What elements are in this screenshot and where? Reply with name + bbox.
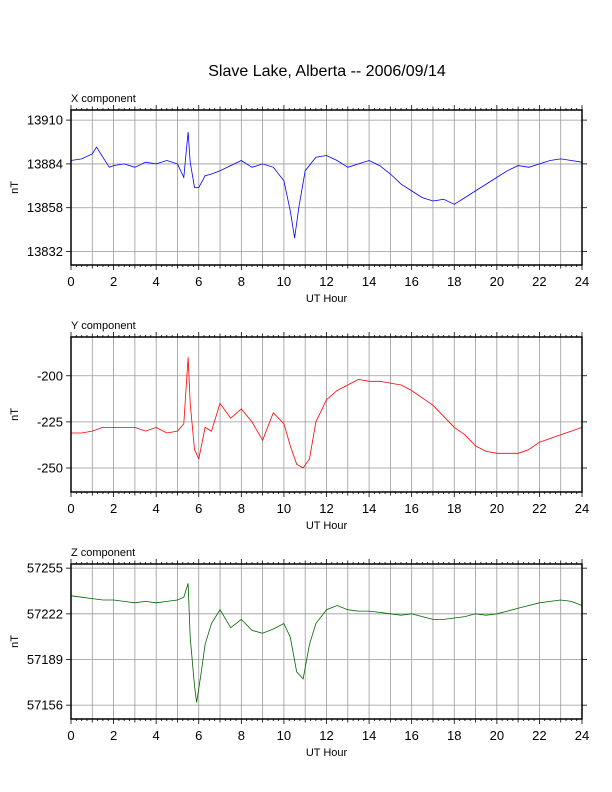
x-tick-label: 10: [277, 501, 291, 516]
y-tick-label: 57255: [27, 561, 63, 576]
x-tick-label: 18: [447, 274, 461, 289]
x-tick-label: 0: [67, 728, 74, 743]
x-tick-label: 16: [404, 274, 418, 289]
x-tick-label: 12: [319, 501, 333, 516]
data-series-line: [71, 357, 583, 469]
y-axis-label: nT: [9, 181, 21, 194]
y-tick-label: 57156: [27, 698, 63, 713]
x-tick-label: 10: [277, 728, 291, 743]
figure-title: Slave Lake, Alberta -- 2006/09/14: [208, 63, 446, 80]
x-tick-label: 14: [362, 501, 376, 516]
x-tick-label: 14: [362, 274, 376, 289]
x-tick-label: 8: [238, 501, 245, 516]
x-tick-label: 2: [110, 274, 117, 289]
x-tick-label: 18: [447, 728, 461, 743]
x-tick-label: 2: [110, 728, 117, 743]
x-axis-label: UT Hour: [306, 747, 348, 759]
x-tick-label: 8: [238, 728, 245, 743]
x-tick-label: 24: [575, 501, 589, 516]
x-tick-label: 22: [532, 501, 546, 516]
x-tick-label: 2: [110, 501, 117, 516]
x-tick-label: 14: [362, 728, 376, 743]
data-series-line: [70, 583, 583, 703]
y-tick-label: 13884: [27, 156, 63, 171]
x-axis-label: UT Hour: [306, 293, 348, 305]
x-tick-label: 0: [67, 501, 74, 516]
x-tick-label: 8: [238, 274, 245, 289]
x-tick-label: 20: [490, 274, 504, 289]
y-tick-label: 57189: [27, 652, 63, 667]
x-tick-label: 20: [490, 728, 504, 743]
x-tick-label: 4: [153, 274, 160, 289]
x-tick-label: 12: [319, 728, 333, 743]
panel-title: X component: [71, 93, 136, 105]
x-tick-label: 4: [153, 501, 160, 516]
x-tick-label: 12: [319, 274, 333, 289]
x-tick-label: 6: [195, 274, 202, 289]
x-tick-label: 4: [153, 728, 160, 743]
x-tick-label: 24: [575, 274, 589, 289]
x-tick-label: 0: [67, 274, 74, 289]
x-tick-label: 6: [195, 501, 202, 516]
y-tick-label: -225: [37, 414, 63, 429]
y-tick-label: 13832: [27, 244, 63, 259]
y-tick-label: -250: [37, 461, 63, 476]
data-series-line: [70, 131, 583, 239]
panel-title: Z component: [71, 547, 135, 559]
y-tick-label: 13910: [27, 113, 63, 128]
y-tick-label: -200: [37, 368, 63, 383]
y-axis-label: nT: [9, 635, 21, 648]
y-tick-label: 13858: [27, 200, 63, 215]
y-tick-label: 57222: [27, 606, 63, 621]
x-tick-label: 24: [575, 728, 589, 743]
x-tick-label: 18: [447, 501, 461, 516]
x-tick-label: 10: [277, 274, 291, 289]
x-tick-label: 16: [404, 728, 418, 743]
y-axis-label: nT: [9, 408, 21, 421]
x-axis-label: UT Hour: [306, 520, 348, 532]
x-tick-label: 16: [404, 501, 418, 516]
x-tick-label: 20: [490, 501, 504, 516]
x-tick-label: 22: [532, 274, 546, 289]
x-tick-label: 6: [195, 728, 202, 743]
x-tick-label: 22: [532, 728, 546, 743]
panel-title: Y component: [71, 320, 136, 332]
